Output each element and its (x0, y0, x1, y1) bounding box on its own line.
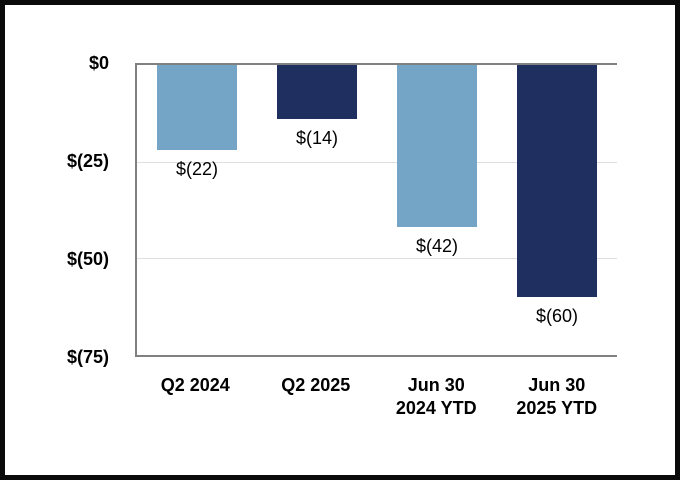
bar-group-q2-2025: $(14) (257, 65, 377, 355)
plot-area: $(22) $(14) $(42) $(60) (135, 63, 617, 357)
y-axis-tick-labels: $0 $(25) $(50) $(75) (5, 53, 109, 367)
x-label-line1: Jun 30 (528, 375, 586, 395)
bar-value-label-q2-2024: $(22) (175, 159, 219, 180)
x-label-line1: Jun 30 (407, 375, 465, 395)
gridline-neg25 (137, 161, 617, 163)
bar-group-jun30-2024-ytd: $(42) (377, 65, 497, 355)
y-tick-neg75: $(75) (66, 347, 109, 367)
x-label-line1: Q2 2024 (160, 375, 230, 395)
bar-series: $(22) $(14) $(42) $(60) (137, 65, 617, 355)
y-tick-0: $0 (88, 53, 109, 73)
x-axis-labels: Q2 2024 Q2 2025 Jun 30 2024 YTD Jun 30 2… (135, 374, 617, 420)
bar-jun30-2025-ytd (517, 65, 597, 297)
bar-value-label-jun30-2024-ytd: $(42) (415, 236, 459, 257)
y-tick-neg50: $(50) (66, 249, 109, 269)
bar-value-label-q2-2025: $(14) (295, 128, 339, 149)
bar-q2-2025 (277, 65, 357, 120)
x-label-q2-2024: Q2 2024 (135, 374, 256, 420)
x-label-line2: 2025 YTD (516, 398, 598, 418)
y-tick-neg25: $(25) (66, 151, 109, 171)
bar-group-q2-2024: $(22) (137, 65, 257, 355)
bar-q2-2024 (157, 65, 237, 151)
x-label-line1: Q2 2025 (281, 375, 351, 395)
chart-canvas: $0 $(25) $(50) $(75) $(22) $(14) $(42) (5, 5, 675, 475)
bar-jun30-2024-ytd (397, 65, 477, 228)
x-label-jun30-2025-ytd: Jun 30 2025 YTD (497, 374, 618, 420)
gridline-neg50 (137, 258, 617, 260)
x-label-line2: 2024 YTD (395, 398, 477, 418)
bar-value-label-jun30-2025-ytd: $(60) (535, 306, 579, 326)
bar-group-jun30-2025-ytd: $(60) (497, 65, 617, 355)
x-label-jun30-2024-ytd: Jun 30 2024 YTD (376, 374, 497, 420)
x-label-q2-2025: Q2 2025 (256, 374, 377, 420)
